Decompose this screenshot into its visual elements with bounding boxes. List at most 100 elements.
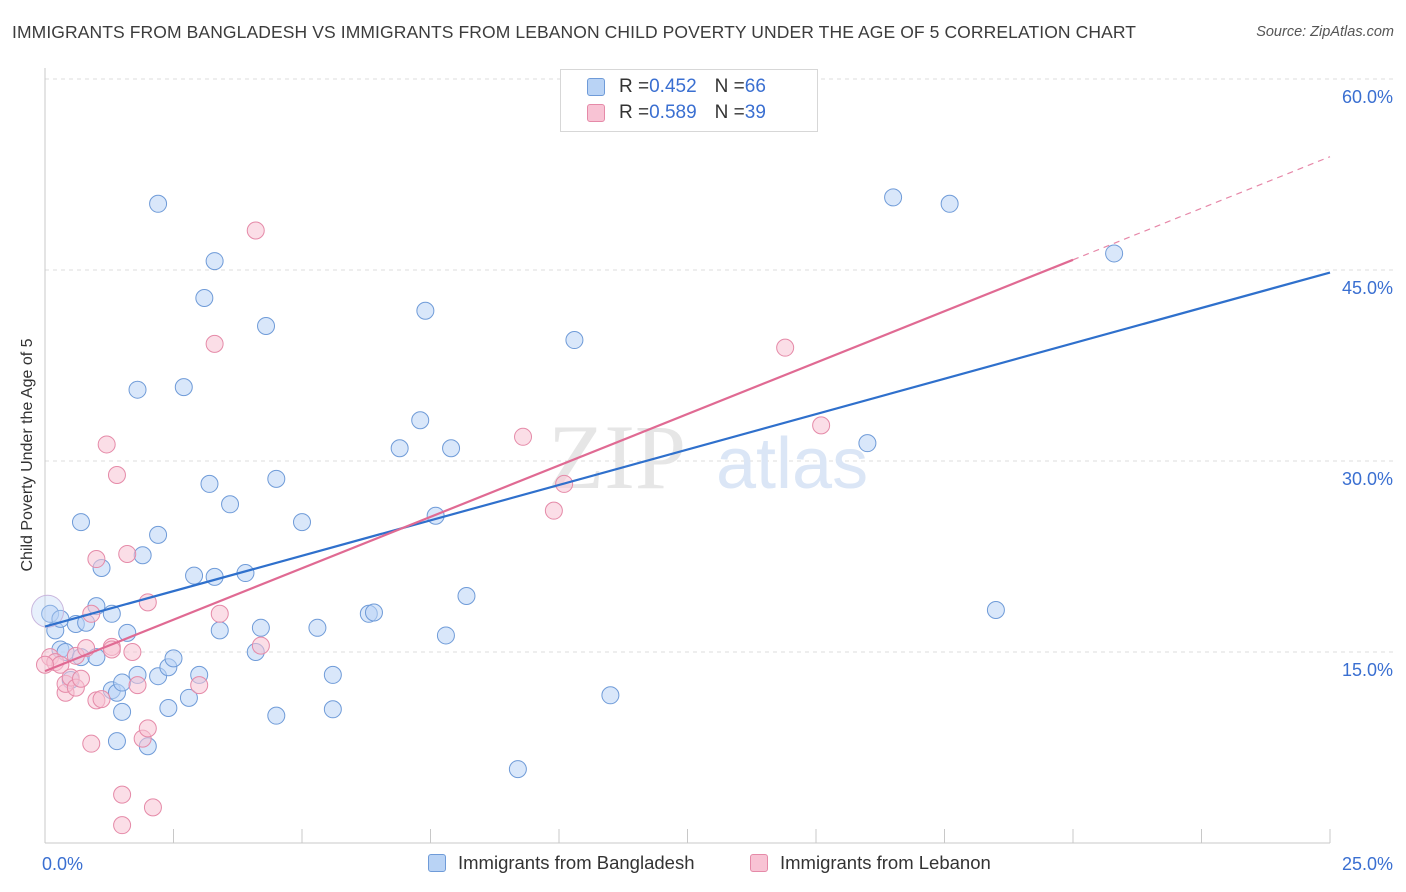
legend-n-value: 66 [744, 76, 766, 97]
y-tick-label: 45.0% [1342, 278, 1393, 298]
legend-swatch-bangladesh [587, 78, 605, 96]
bangladesh-point [200, 474, 219, 493]
bangladesh-point [267, 706, 286, 725]
bangladesh-point [565, 331, 584, 350]
bottom-legend-swatch-bangladesh [428, 854, 446, 872]
bangladesh-point [411, 411, 430, 430]
legend-r-value: 0.452 [649, 76, 697, 97]
bangladesh-points [31, 188, 1124, 779]
legend-n-label: N = [714, 76, 745, 97]
lebanon-point [514, 427, 533, 446]
bangladesh-point [323, 700, 342, 719]
legend-r-label: R = [619, 76, 650, 97]
lebanon-point [544, 501, 563, 520]
bangladesh-point [210, 621, 229, 640]
bangladesh-point-cluster [31, 594, 65, 628]
lebanon-point [246, 221, 265, 240]
bangladesh-point [940, 194, 959, 213]
legend-row-lebanon: R = 0.589 N = 39 [587, 101, 766, 125]
bangladesh-point [601, 686, 620, 705]
axes [44, 68, 1331, 844]
bangladesh-point [164, 649, 183, 668]
y-tick-label: 60.0% [1342, 87, 1393, 107]
lebanon-point [107, 466, 126, 485]
lebanon-point [71, 669, 90, 688]
correlation-legend: R = 0.452 N = 66 R = 0.589 N = 39 [560, 69, 818, 132]
bangladesh-point [293, 513, 311, 532]
bottom-legend-swatch-lebanon [750, 854, 768, 872]
bottom-legend-label-lebanon: Immigrants from Lebanon [780, 852, 991, 873]
bangladesh-point [159, 699, 178, 718]
legend-n-value: 39 [744, 102, 766, 123]
bangladesh-point [858, 434, 877, 453]
bangladesh-point [71, 513, 90, 532]
lebanon-point [92, 690, 111, 709]
bangladesh-point [1105, 244, 1124, 263]
bangladesh-point [133, 546, 152, 565]
lebanon-point [82, 734, 101, 753]
bangladesh-point [149, 525, 168, 544]
bangladesh-trend-line [44, 271, 1331, 628]
bangladesh-point [113, 673, 132, 692]
legend-r-value: 0.589 [649, 102, 697, 123]
chart-title: IMMIGRANTS FROM BANGLADESH VS IMMIGRANTS… [12, 22, 1137, 42]
source-label: Source: ZipAtlas.com [1256, 24, 1394, 40]
bangladesh-point [390, 439, 409, 458]
trend-lines [44, 156, 1331, 673]
y-tick-label: 30.0% [1342, 469, 1393, 489]
legend-r-label: R = [619, 102, 650, 123]
bangladesh-point [221, 495, 240, 514]
bangladesh-point [205, 567, 224, 586]
bangladesh-point [185, 566, 204, 585]
bangladesh-point [267, 469, 286, 488]
lebanon-point [205, 334, 224, 353]
bangladesh-point [457, 586, 476, 605]
lebanon-point [143, 798, 162, 817]
legend-row-bangladesh: R = 0.452 N = 66 [587, 75, 766, 99]
bangladesh-point [195, 289, 214, 308]
y-tick-label: 15.0% [1342, 660, 1393, 680]
bangladesh-point [205, 252, 224, 271]
bangladesh-point [323, 665, 342, 684]
bangladesh-point [128, 380, 147, 399]
lebanon-point [87, 550, 106, 569]
lebanon-point [123, 643, 142, 661]
bangladesh-point [986, 600, 1005, 619]
lebanon-point [812, 416, 831, 435]
legend-n-label: N = [714, 102, 745, 123]
lebanon-point [113, 785, 132, 804]
lebanon-trend-line [44, 258, 1074, 673]
lebanon-point [128, 676, 147, 695]
bangladesh-point [508, 760, 527, 779]
watermark-zip: ZIP [548, 406, 686, 508]
lebanon-point [776, 338, 795, 357]
bottom-legend-label-bangladesh: Immigrants from Bangladesh [458, 852, 695, 873]
lebanon-point [251, 636, 270, 655]
bangladesh-point [149, 194, 168, 213]
lebanon-trend-extension [1072, 156, 1331, 261]
watermark-atlas: atlas [716, 424, 868, 504]
bangladesh-point [174, 378, 193, 397]
bangladesh-point [884, 188, 903, 207]
bangladesh-point [436, 626, 455, 645]
tick-labels: 15.0% 30.0% 45.0% 60.0% 0.0% 25.0% [42, 87, 1393, 874]
lebanon-point [113, 816, 132, 835]
lebanon-point [118, 544, 137, 563]
x-tick-label: 0.0% [42, 854, 83, 874]
bangladesh-point [257, 317, 276, 336]
bangladesh-point [442, 439, 461, 458]
lebanon-points [36, 221, 831, 835]
lebanon-point [190, 676, 209, 695]
bangladesh-point [308, 618, 327, 637]
bottom-legend-lebanon: Immigrants from Lebanon [750, 852, 991, 874]
bangladesh-point [179, 688, 198, 707]
bangladesh-point [364, 603, 383, 622]
bottom-legend-bangladesh: Immigrants from Bangladesh [428, 852, 695, 874]
legend-swatch-lebanon [587, 104, 605, 122]
lebanon-point [97, 435, 116, 454]
lebanon-point [138, 719, 157, 738]
x-tick-label: 25.0% [1342, 854, 1393, 874]
lebanon-point [210, 604, 229, 623]
bangladesh-point [113, 702, 132, 721]
